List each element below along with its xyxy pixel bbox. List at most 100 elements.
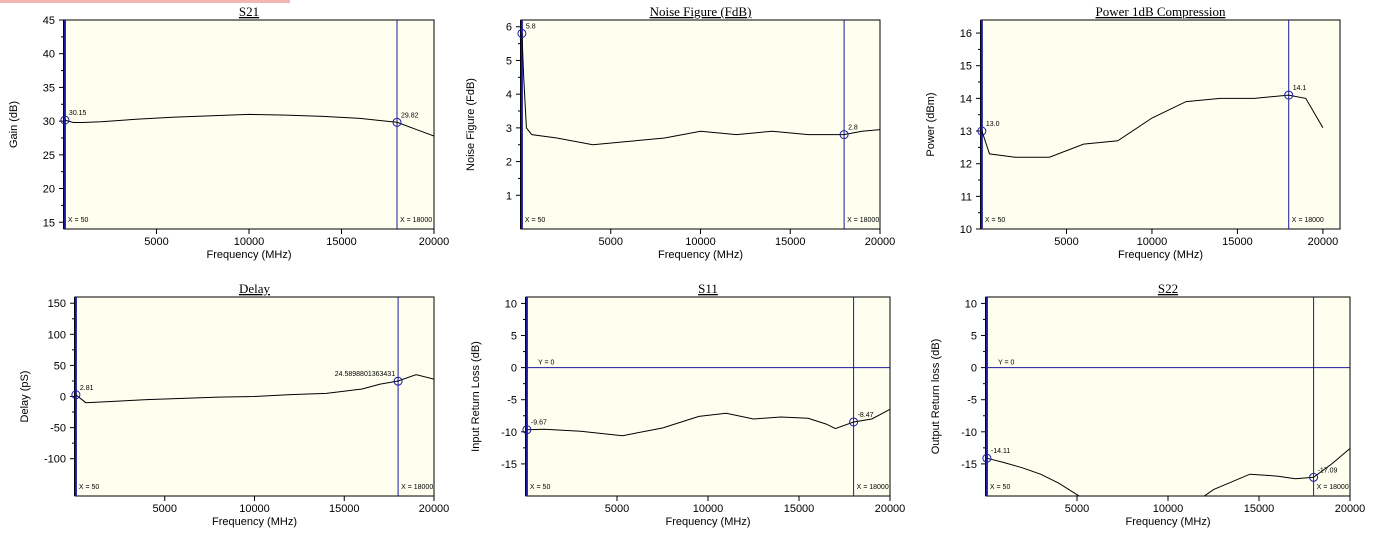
marker-value-label: 30.15: [69, 110, 87, 117]
y-tick-label: 4: [506, 89, 512, 101]
y-tick-label: 15: [43, 217, 55, 229]
chart-2: Noise Figure (FdB) 5000 10000 15000 20000 1 2 3…: [465, 4, 895, 261]
reference-line-label: Y = 0: [998, 360, 1015, 367]
marker-value-label: 14.1: [1293, 85, 1307, 92]
marker-x-label: X = 50: [990, 484, 1011, 491]
y-tick-label: 0: [60, 392, 66, 404]
series-line: [64, 113, 434, 137]
y-tick-label: 10: [505, 298, 517, 310]
y-axis-label: Power (dBm): [925, 92, 937, 156]
y-tick-label: -100: [44, 454, 66, 466]
y-tick-label: 5: [511, 331, 517, 343]
y-tick-label: -5: [507, 395, 517, 407]
y-axis-label: Noise Figure (FdB): [465, 78, 477, 171]
y-tick-label: 45: [43, 15, 55, 27]
marker-x-label: X = 50: [525, 217, 546, 224]
x-axis-label: Frequency (MHz): [207, 249, 292, 261]
x-tick-label: 10000: [693, 503, 724, 515]
marker-point: [60, 115, 70, 125]
y-tick-label: 15: [960, 61, 972, 73]
accent-bar: [0, 0, 290, 3]
marker-value-label: -17.09: [1318, 467, 1338, 474]
x-tick-label: 5000: [153, 503, 177, 515]
x-tick-label: 10000: [685, 236, 716, 248]
x-tick-label: 20000: [419, 503, 450, 515]
marker-value-label: -14.11: [991, 448, 1010, 455]
marker-point: [393, 376, 403, 386]
x-axis-label: Frequency (MHz): [212, 516, 297, 528]
x-tick-label: 20000: [865, 236, 896, 248]
marker-x-label: X = 18000: [1317, 484, 1349, 491]
x-tick-label: 10000: [1137, 236, 1168, 248]
marker-value-label: -9.67: [531, 420, 547, 427]
plot-area: [63, 19, 435, 230]
marker-value-label: 2.81: [80, 385, 94, 392]
x-tick-label: 20000: [875, 503, 906, 515]
marker-point: [71, 390, 81, 400]
marker-point: [1284, 90, 1294, 100]
y-tick-label: -15: [501, 459, 517, 471]
marker-point: [392, 117, 402, 127]
chart-4: Delay 5000 10000 15000 20000 -100 -50 0 50 100 150…: [19, 281, 449, 528]
chart-3: Power 1dB Compression 5000 10000 15000 20000…: [925, 4, 1341, 261]
reference-line-label: Y = 0: [538, 360, 555, 367]
y-tick-label: -10: [501, 427, 517, 439]
y-tick-label: 11: [961, 191, 972, 203]
x-tick-label: 15000: [784, 503, 815, 515]
marker-point: [849, 417, 859, 427]
y-tick-label: 5: [971, 331, 977, 343]
x-tick-label: 10000: [239, 503, 270, 515]
y-tick-label: 10: [960, 224, 972, 236]
y-tick-label: 150: [48, 298, 66, 310]
series-line: [986, 448, 1350, 496]
x-tick-label: 15000: [1244, 503, 1275, 515]
x-tick-label: 15000: [1222, 236, 1253, 248]
x-tick-label: 15000: [326, 236, 357, 248]
y-tick-label: 1: [506, 190, 512, 202]
y-tick-label: 6: [506, 22, 512, 34]
y-tick-label: 0: [971, 363, 977, 375]
marker-value-label: 5.8: [526, 23, 536, 30]
marker-point: [517, 28, 527, 38]
x-tick-label: 15000: [329, 503, 360, 515]
series-line: [75, 374, 434, 404]
marker-x-label: X = 50: [79, 484, 100, 491]
marker-x-label: X = 18000: [401, 484, 433, 491]
y-tick-label: -5: [967, 395, 977, 407]
x-tick-label: 20000: [419, 236, 450, 248]
x-axis-label: Frequency (MHz): [1118, 249, 1203, 261]
y-tick-label: -10: [961, 427, 977, 439]
series-line: [526, 408, 890, 437]
y-tick-label: 20: [43, 184, 55, 196]
marker-x-label: X = 18000: [847, 217, 879, 224]
chart-title: S11: [698, 281, 718, 296]
chart-title: Power 1dB Compression: [1096, 4, 1227, 19]
marker-x-label: X = 50: [530, 484, 551, 491]
y-tick-label: 5: [506, 55, 512, 67]
x-tick-label: 5000: [605, 503, 629, 515]
chart-5: S11 5000 10000 15000 20000 -15 -10 -5 0 5 10 Freque…: [470, 281, 905, 528]
x-tick-label: 5000: [1065, 503, 1089, 515]
plot-area: [985, 296, 1351, 497]
x-tick-label: 5000: [1054, 236, 1078, 248]
y-tick-label: 10: [965, 298, 977, 310]
y-tick-label: 100: [48, 329, 66, 341]
y-tick-label: 16: [960, 28, 972, 40]
marker-x-label: X = 18000: [857, 484, 889, 491]
y-axis-label: Delay (pS): [19, 371, 31, 423]
x-tick-label: 20000: [1308, 236, 1339, 248]
marker-value-label: 29.82: [401, 112, 419, 119]
y-tick-label: 0: [511, 363, 517, 375]
y-tick-label: 12: [960, 159, 972, 171]
marker-point: [522, 425, 532, 435]
x-tick-label: 5000: [599, 236, 623, 248]
y-tick-label: 35: [43, 82, 55, 94]
marker-point: [982, 453, 992, 463]
marker-value-label: 13.0: [986, 121, 1000, 128]
marker-value-label: 24.5898801363431: [335, 371, 395, 378]
y-tick-label: 40: [43, 49, 55, 61]
chart-title: Delay: [239, 281, 271, 296]
x-tick-label: 5000: [144, 236, 168, 248]
series-line: [521, 33, 880, 146]
marker-value-label: 2.8: [848, 125, 858, 132]
